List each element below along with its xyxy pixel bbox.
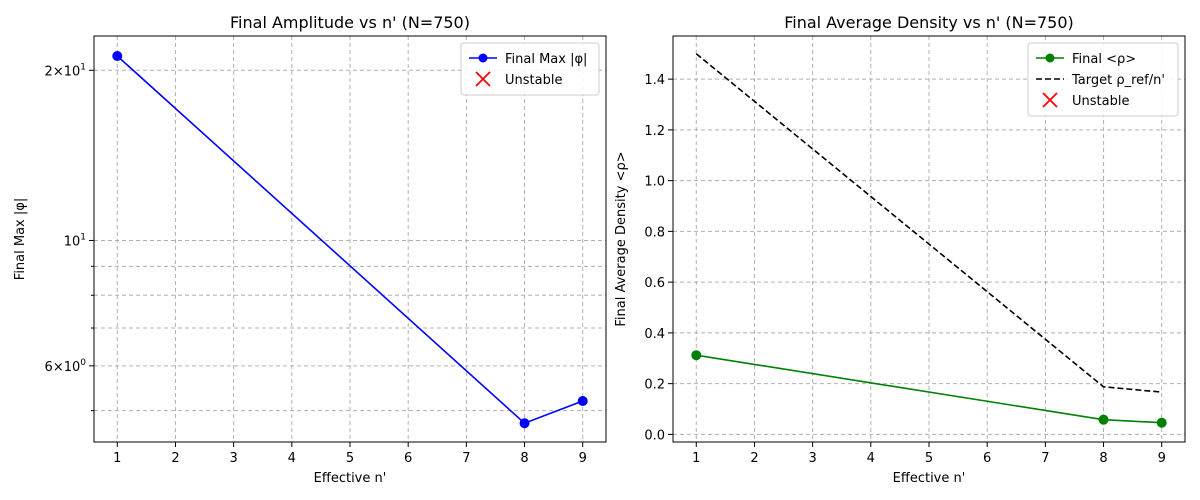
- y-tick-ten: 10: [64, 234, 81, 249]
- y-tick-label: 101: [64, 232, 86, 249]
- x-tick-label: 2: [171, 451, 179, 466]
- x-tick-label: 4: [288, 451, 296, 466]
- x-tick-label: 9: [1158, 451, 1166, 466]
- legend-box: [1027, 42, 1179, 117]
- y-tick-exp: 1: [80, 232, 86, 242]
- x-tick-label: 8: [520, 451, 528, 466]
- y-tick-label: 0.0: [644, 428, 665, 443]
- chart-title: Final Amplitude vs n' (N=750): [230, 13, 470, 32]
- y-tick-label: 6×100: [45, 358, 87, 375]
- plot-frame: [672, 35, 1186, 443]
- x-tick-label: 1: [113, 451, 121, 466]
- legend-x-marker: [1042, 92, 1058, 108]
- x-tick-label: 5: [925, 451, 933, 466]
- y-tick-base: 2: [45, 64, 53, 79]
- legend-box: [460, 42, 600, 96]
- y-tick-label: 1.2: [644, 124, 665, 139]
- y-tick-exp: 1: [80, 62, 86, 72]
- y-axis-label: Final Average Density <ρ>: [614, 151, 629, 326]
- chart-panel-2: Final Average Density vs n' (N=750) 1 2 3 4 5…: [614, 13, 1186, 486]
- y-tick-ten: 10: [64, 360, 81, 375]
- plot-frame: [93, 35, 607, 443]
- data-point: [519, 418, 530, 429]
- y-tick-ten: 10: [64, 64, 81, 79]
- x-tick-label: 6: [404, 451, 412, 466]
- data-point: [577, 395, 588, 406]
- x-tick-label: 3: [229, 451, 237, 466]
- x-axis-label: Effective n': [893, 471, 966, 486]
- y-tick-label: 1.0: [644, 175, 665, 190]
- x-tick-label: 5: [346, 451, 354, 466]
- legend-marker: [478, 53, 488, 63]
- y-tick-label: 0.6: [644, 276, 665, 291]
- y-tick-label: 2×101: [45, 62, 86, 79]
- data-point: [1156, 417, 1167, 428]
- y-tick-mult: ×: [53, 64, 64, 79]
- legend: Final Max |φ| Unstable: [460, 42, 600, 96]
- data-point: [1098, 414, 1109, 425]
- legend-marker: [1045, 53, 1055, 63]
- data-point: [112, 51, 123, 62]
- x-tick-label: 4: [867, 451, 875, 466]
- chart-title: Final Average Density vs n' (N=750): [784, 13, 1074, 32]
- y-tick-label: 0.4: [644, 327, 665, 342]
- y-tick-label: 0.8: [644, 225, 665, 240]
- series-line-2: [695, 53, 1162, 393]
- x-tick-label: 9: [579, 451, 587, 466]
- x-axis-label: Effective n': [314, 471, 387, 486]
- y-tick-exp: 0: [80, 358, 86, 368]
- x-tick-label: 3: [808, 451, 816, 466]
- legend: Final <ρ> Target ρ_ref/n' Unstable: [1027, 42, 1179, 117]
- x-tick-label: 8: [1099, 451, 1107, 466]
- legend-label: Target ρ_ref/n': [1071, 73, 1165, 88]
- y-tick-base: 6: [45, 360, 53, 375]
- x-tick-label: 1: [692, 451, 700, 466]
- x-tick-label: 7: [1041, 451, 1049, 466]
- y-tick-label: 0.2: [644, 378, 665, 393]
- legend-label: Unstable: [1072, 94, 1129, 109]
- y-axis-label: Final Max |φ|: [13, 198, 28, 280]
- legend-x-marker: [475, 71, 491, 87]
- x-tick-label: 2: [750, 451, 758, 466]
- x-tick-label: 6: [983, 451, 991, 466]
- y-tick-mult: ×: [53, 360, 64, 375]
- data-point: [691, 350, 702, 361]
- legend-label: Final Max |φ|: [505, 52, 587, 67]
- x-tick-label: 7: [462, 451, 470, 466]
- y-tick-label: 1.4: [644, 73, 665, 88]
- legend-label: Final <ρ>: [1072, 52, 1136, 67]
- legend-label: Unstable: [505, 73, 562, 88]
- chart-panel-1: Final Amplitude vs n' (N=750)1 2 3 4 5 6 7 8 96×…: [13, 13, 607, 486]
